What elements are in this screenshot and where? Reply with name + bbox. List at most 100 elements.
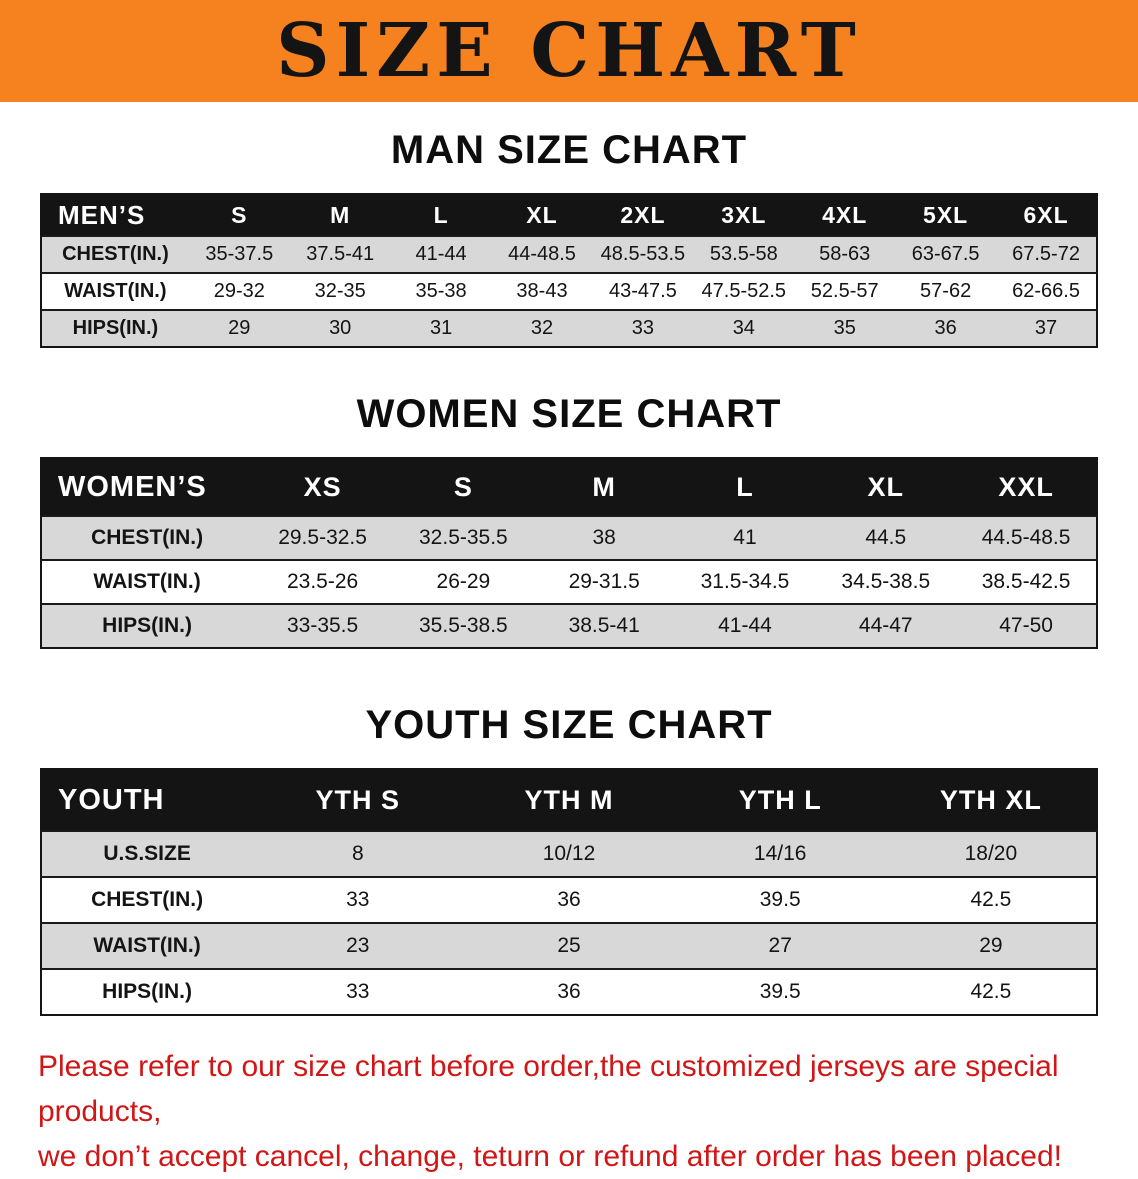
youth-size-value: 8 [252, 830, 464, 877]
men-size-value: 43-47.5 [592, 272, 694, 310]
women-size-value: 44-47 [815, 603, 957, 648]
women-size-value: 23.5-26 [252, 559, 393, 604]
women-size-header: XL [815, 458, 957, 516]
women-size-value: 44.5-48.5 [956, 515, 1097, 560]
women-size-value: 41 [674, 515, 816, 560]
men-size-header: S [188, 194, 290, 236]
youth-size-value: 25 [463, 922, 675, 969]
men-size-header: 6XL [996, 194, 1097, 236]
men-size-value: 34 [693, 309, 795, 347]
men-size-header: 2XL [592, 194, 694, 236]
men-size-value: 41-44 [390, 235, 492, 273]
women-size-header: S [392, 458, 534, 516]
men-size-value: 32 [491, 309, 593, 347]
youth-size-value: 33 [252, 968, 464, 1015]
youth-row-label: WAIST(IN.) [41, 922, 253, 969]
youth-table-row: WAIST(IN.) 23 25 27 29 [41, 922, 1097, 969]
youth-size-value: 14/16 [674, 830, 886, 877]
women-header-row: WOMEN’S XS S M L XL XXL [41, 458, 1097, 516]
section-heading-men: MAN SIZE CHART [390, 128, 748, 172]
size-section-women: WOMEN SIZE CHART WOMEN’S XS S M L XL XXL CHEST(I… [0, 392, 1138, 649]
youth-header-row: YOUTH YTH S YTH M YTH L YTH XL [41, 769, 1097, 831]
youth-size-value: 29 [885, 922, 1097, 969]
women-size-value: 31.5-34.5 [674, 559, 816, 604]
youth-size-value: 18/20 [885, 830, 1097, 877]
women-size-value: 47-50 [956, 603, 1097, 648]
men-row-label: CHEST(IN.) [41, 235, 189, 273]
youth-size-header: YTH S [252, 769, 464, 831]
youth-size-value: 10/12 [463, 830, 675, 877]
youth-table-row: CHEST(IN.) 33 36 39.5 42.5 [41, 876, 1097, 923]
men-size-header: M [289, 194, 391, 236]
youth-size-value: 27 [674, 922, 886, 969]
women-table-title: WOMEN’S [41, 458, 253, 516]
women-size-table: WOMEN’S XS S M L XL XXL CHEST(IN.) 29.5-32.5 32.5… [40, 457, 1098, 649]
youth-size-value: 33 [252, 876, 464, 923]
men-size-value: 35-38 [390, 272, 492, 310]
youth-row-label: CHEST(IN.) [41, 876, 253, 923]
women-size-value: 34.5-38.5 [815, 559, 957, 604]
men-table-row: WAIST(IN.) 29-32 32-35 35-38 38-43 43-47.5 47.… [41, 272, 1097, 310]
men-size-value: 57-62 [895, 272, 997, 310]
women-size-header: XS [252, 458, 393, 516]
men-size-value: 53.5-58 [693, 235, 795, 273]
men-size-value: 44-48.5 [491, 235, 593, 273]
women-size-value: 29-31.5 [533, 559, 675, 604]
women-table-row: CHEST(IN.) 29.5-32.5 32.5-35.5 38 41 44.5 44.5… [41, 515, 1097, 560]
men-size-value: 52.5-57 [794, 272, 896, 310]
men-size-value: 48.5-53.5 [592, 235, 694, 273]
women-size-value: 29.5-32.5 [252, 515, 393, 560]
women-size-value: 38.5-42.5 [956, 559, 1097, 604]
men-size-value: 37.5-41 [289, 235, 391, 273]
men-size-header: XL [491, 194, 593, 236]
men-size-header: 4XL [794, 194, 896, 236]
size-chart-banner: SIZE CHART [0, 0, 1138, 102]
men-size-value: 67.5-72 [996, 235, 1097, 273]
youth-size-header: YTH XL [885, 769, 1097, 831]
men-size-header: L [390, 194, 492, 236]
men-size-value: 33 [592, 309, 694, 347]
youth-row-label: U.S.SIZE [41, 830, 253, 877]
youth-size-value: 42.5 [885, 876, 1097, 923]
men-table-title: MEN’S [41, 194, 189, 236]
men-row-label: WAIST(IN.) [41, 272, 189, 310]
youth-size-value: 42.5 [885, 968, 1097, 1015]
men-table-row: HIPS(IN.) 29 30 31 32 33 34 35 36 37 [41, 309, 1097, 347]
disclaimer: Please refer to our size chart before or… [38, 1044, 1100, 1179]
men-size-value: 32-35 [289, 272, 391, 310]
men-size-value: 35-37.5 [188, 235, 290, 273]
men-size-header: 3XL [693, 194, 795, 236]
men-size-value: 37 [996, 309, 1097, 347]
men-size-value: 63-67.5 [895, 235, 997, 273]
men-size-value: 29 [188, 309, 290, 347]
women-size-value: 44.5 [815, 515, 957, 560]
youth-table-row: U.S.SIZE 8 10/12 14/16 18/20 [41, 830, 1097, 877]
women-row-label: HIPS(IN.) [41, 603, 253, 648]
men-size-value: 36 [895, 309, 997, 347]
youth-size-value: 36 [463, 876, 675, 923]
size-section-youth: YOUTH SIZE CHART YOUTH YTH S YTH M YTH L YTH … [0, 703, 1138, 1016]
women-size-header: L [674, 458, 816, 516]
men-size-value: 58-63 [794, 235, 896, 273]
men-row-label: HIPS(IN.) [41, 309, 189, 347]
youth-size-table: YOUTH YTH S YTH M YTH L YTH XL U.S.SIZE 8 10/12… [40, 768, 1098, 1016]
banner-title: SIZE CHART [276, 8, 862, 94]
women-row-label: CHEST(IN.) [41, 515, 253, 560]
disclaimer-line-2: we don’t accept cancel, change, teturn o… [38, 1140, 1062, 1173]
women-size-value: 41-44 [674, 603, 816, 648]
men-size-value: 47.5-52.5 [693, 272, 795, 310]
men-size-header: 5XL [895, 194, 997, 236]
men-size-value: 29-32 [188, 272, 290, 310]
youth-size-value: 39.5 [674, 968, 886, 1015]
men-size-value: 62-66.5 [996, 272, 1097, 310]
women-size-value: 26-29 [392, 559, 534, 604]
women-size-header: XXL [956, 458, 1097, 516]
youth-size-value: 39.5 [674, 876, 886, 923]
women-size-value: 33-35.5 [252, 603, 393, 648]
men-size-value: 35 [794, 309, 896, 347]
women-table-row: WAIST(IN.) 23.5-26 26-29 29-31.5 31.5-34.5 34… [41, 559, 1097, 604]
section-heading-women: WOMEN SIZE CHART [356, 392, 782, 436]
disclaimer-line-1: Please refer to our size chart before or… [38, 1050, 1059, 1128]
size-section-men: MAN SIZE CHART MEN’S S M L XL 2XL 3XL 4XL 5XL 6XL C… [0, 128, 1138, 348]
